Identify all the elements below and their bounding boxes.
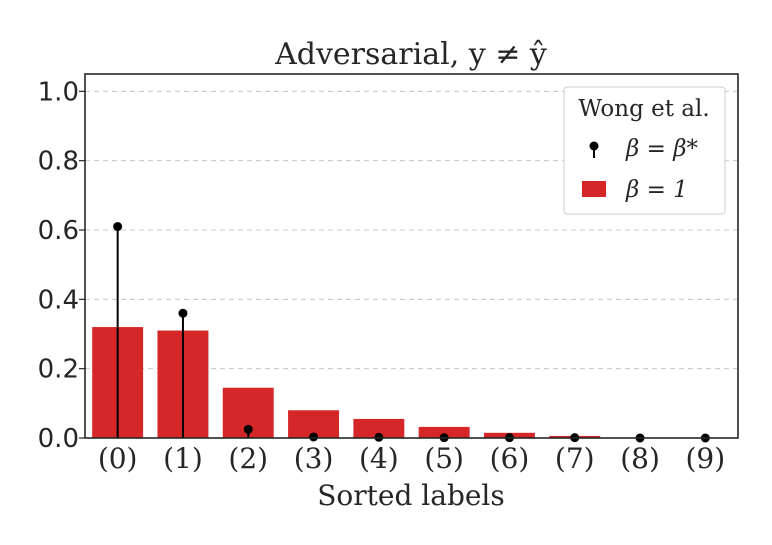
x-tick-label: (7) (555, 442, 595, 475)
x-axis-ticks: (0) (1) (2) (3) (4) (5) (6) (7) (8) (9) (98, 442, 725, 475)
y-tick-label: 0.2 (38, 355, 79, 385)
x-tick-label: (6) (490, 442, 530, 475)
y-axis-ticks: 0.0 0.2 0.4 0.6 0.8 1.0 (38, 77, 85, 454)
x-tick-label: (8) (620, 442, 660, 475)
bars-group (92, 327, 666, 438)
stem-marker (243, 424, 253, 434)
x-tick-label: (0) (98, 442, 138, 475)
x-tick-label: (4) (359, 442, 399, 475)
chart-title: Adversarial, y ≠ ŷ (274, 37, 547, 72)
legend: Wong et al. β = β* β = 1 (563, 86, 726, 215)
x-tick-label: (9) (686, 442, 726, 475)
y-tick-label: 0.6 (38, 216, 79, 246)
legend-stem-marker (589, 141, 599, 151)
stem-marker (309, 432, 319, 442)
x-tick-label: (5) (424, 442, 464, 475)
plot-frame (84, 73, 739, 439)
legend-label-bar: β = 1 (625, 177, 688, 203)
y-tick-label: 1.0 (38, 77, 79, 107)
legend-bar-swatch (582, 181, 606, 197)
x-tick-label: (3) (294, 442, 334, 475)
stem-marker (178, 308, 188, 318)
y-tick-label: 0.4 (38, 285, 79, 315)
bar (353, 418, 405, 438)
y-tick-label: 0.8 (38, 147, 79, 177)
bar (418, 426, 470, 438)
stems-group (113, 222, 710, 443)
x-axis-title: Sorted labels (317, 479, 505, 512)
y-tick-label: 0.0 (38, 424, 79, 454)
x-tick-label: (2) (228, 442, 268, 475)
legend-label-stem: β = β* (625, 136, 698, 162)
legend-title: Wong et al. (578, 96, 709, 122)
stem-marker (113, 222, 123, 232)
x-tick-label: (1) (163, 442, 203, 475)
